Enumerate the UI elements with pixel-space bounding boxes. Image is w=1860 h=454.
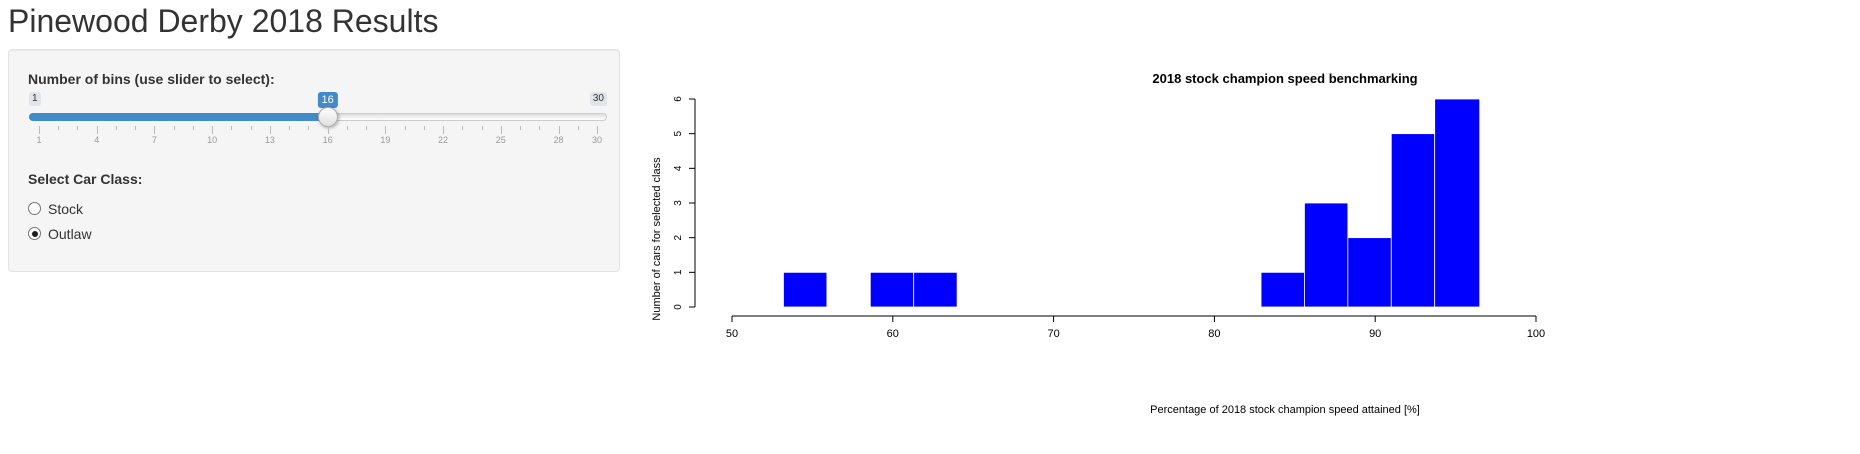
radio-option-stock[interactable]: Stock (28, 196, 92, 221)
histogram-bar (783, 271, 828, 308)
slider-grid-minor-tick (173, 126, 175, 130)
radio-button-stock[interactable] (28, 202, 41, 215)
y-axis-label: Number of cars for selected class (651, 157, 663, 321)
slider-grid-minor-tick (539, 126, 541, 130)
x-axis: 50 60 70 80 90 100 (726, 315, 1545, 340)
histogram-plot: 2018 stock champion speed benchmarking 5… (640, 50, 1860, 454)
slider-max-label: 30 (589, 92, 607, 106)
histogram-bar (869, 271, 915, 308)
bins-slider[interactable]: 1 30 16 1 4 7 10 13 16 19 22 25 28 30 (29, 92, 607, 152)
histogram-bar (1260, 271, 1305, 308)
slider-grid-label: 7 (151, 135, 157, 145)
slider-grid-major-tick (269, 126, 271, 134)
slider-grid-major-tick (500, 126, 502, 134)
slider-grid-label: 25 (495, 135, 506, 145)
slider-grid-minor-tick (192, 126, 194, 130)
slider-grid-major-tick (212, 126, 214, 134)
histogram-bar (1347, 237, 1392, 308)
slider-grid-minor-tick (231, 126, 233, 130)
y-axis-tick-label: 6 (673, 96, 684, 102)
radio-button-outlaw[interactable] (28, 227, 41, 240)
radio-label-stock: Stock (48, 200, 84, 217)
slider-grid-minor-tick (58, 126, 60, 130)
slider-grid-major-tick (597, 126, 598, 134)
sidebar-panel: Number of bins (use slider to select): 1… (8, 49, 620, 272)
x-axis-tick-label: 50 (726, 328, 738, 340)
slider-fill-bar (29, 113, 328, 121)
slider-grid-minor-tick (135, 126, 137, 130)
y-axis: 0 1 2 3 4 5 6 (673, 96, 696, 310)
car-class-label: Select Car Class: (28, 171, 143, 187)
slider-handle[interactable] (317, 107, 338, 127)
y-axis-tick-label: 3 (673, 200, 684, 206)
y-axis-tick-label: 2 (673, 234, 684, 240)
slider-value-label: 16 (317, 92, 338, 111)
x-axis-tick-label: 90 (1369, 328, 1381, 340)
y-axis-tick-label: 5 (673, 130, 684, 136)
slider-grid-minor-tick (462, 126, 464, 130)
slider-grid-label: 13 (264, 135, 275, 145)
car-class-radio-group: Stock Outlaw (28, 196, 92, 246)
slider-grid-minor-tick (77, 126, 79, 130)
slider-grid-label: 10 (207, 135, 218, 145)
slider-grid-minor-tick (423, 126, 425, 130)
page-title: Pinewood Derby 2018 Results (8, 3, 439, 39)
slider-grid-label: 19 (380, 135, 391, 145)
slider-grid-major-tick (385, 126, 387, 134)
slider-grid-major-tick (154, 126, 156, 134)
slider-grid-minor-tick (366, 126, 368, 130)
slider-grid-minor-tick (404, 126, 406, 130)
slider-grid-label: 30 (591, 135, 603, 145)
bins-slider-label: Number of bins (use slider to select): (28, 71, 275, 87)
slider-grid-minor-tick (308, 126, 310, 130)
histogram-bar (913, 271, 958, 308)
slider-grid-major-tick (443, 126, 445, 134)
slider-grid-label: 22 (438, 135, 449, 145)
slider-grid: 1 4 7 10 13 16 19 22 25 28 30 (29, 126, 607, 152)
slider-grid-minor-tick (577, 126, 579, 130)
slider-grid-major-tick (96, 126, 98, 134)
x-axis-tick-label: 70 (1047, 328, 1059, 340)
slider-grid-major-tick (558, 126, 560, 134)
histogram-bar (1304, 202, 1349, 308)
x-axis-tick-label: 100 (1527, 328, 1545, 340)
slider-grid-major-tick (39, 126, 40, 134)
slider-grid-minor-tick (481, 126, 483, 130)
slider-grid-minor-tick (346, 126, 348, 130)
histogram-bar (1434, 98, 1481, 308)
slider-grid-minor-tick (115, 126, 117, 130)
y-axis-tick-label: 1 (673, 269, 684, 275)
slider-grid-minor-tick (289, 126, 291, 130)
chart-title: 2018 stock champion speed benchmarking (1152, 71, 1417, 86)
histogram-bars (783, 98, 1481, 308)
slider-grid-minor-tick (520, 126, 522, 130)
slider-grid-minor-tick (250, 126, 252, 130)
x-axis-tick-label: 80 (1208, 328, 1220, 340)
radio-option-outlaw[interactable]: Outlaw (28, 221, 92, 246)
slider-grid-major-tick (327, 126, 329, 134)
y-axis-tick-label: 4 (673, 165, 684, 171)
radio-label-outlaw: Outlaw (48, 225, 92, 242)
slider-grid-label: 4 (94, 135, 100, 145)
slider-grid-label: 28 (553, 135, 564, 145)
x-axis-label: Percentage of 2018 stock champion speed … (1150, 404, 1420, 416)
y-axis-tick-label: 0 (673, 304, 684, 310)
slider-grid-label: 1 (36, 135, 42, 145)
histogram-bar (1390, 133, 1436, 308)
histogram-svg: 2018 stock champion speed benchmarking 5… (651, 71, 1545, 416)
slider-grid-label: 16 (322, 135, 333, 145)
x-axis-tick-label: 60 (887, 328, 899, 340)
slider-min-label: 1 (29, 92, 41, 106)
